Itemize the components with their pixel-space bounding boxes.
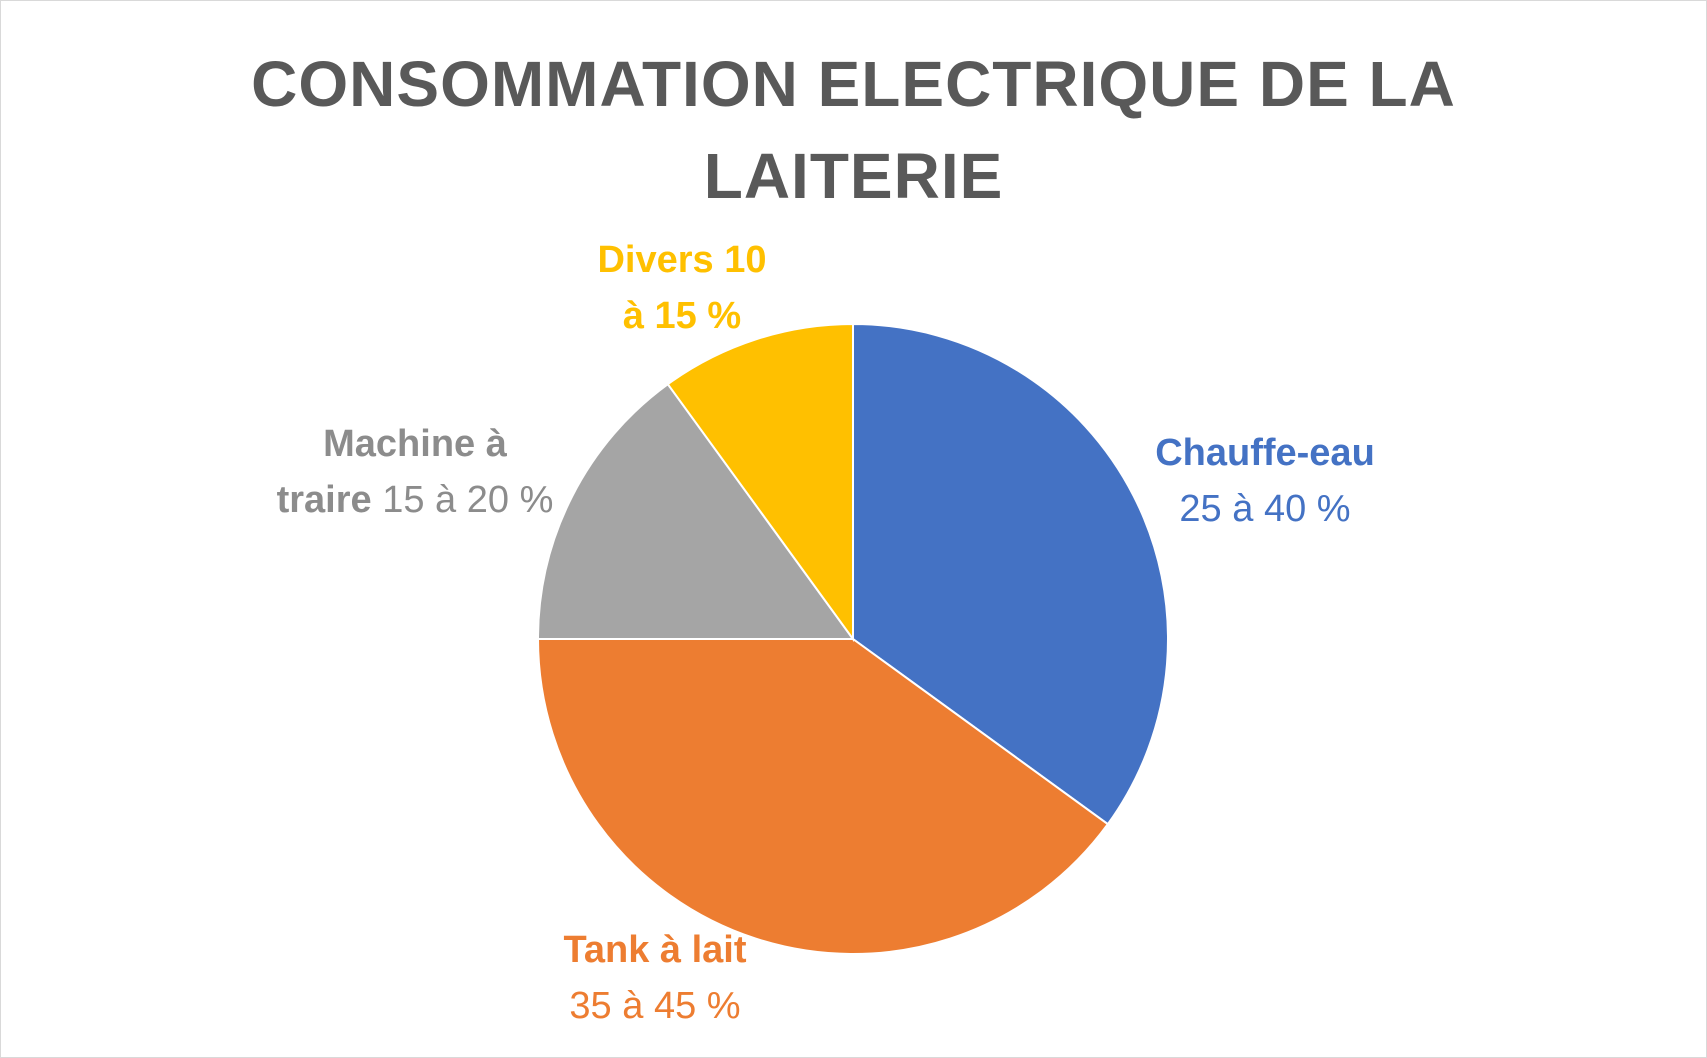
pie-slice-chauffe-eau [852, 322, 1169, 826]
pie-slice-tank-lait [536, 638, 1110, 955]
chart-title: CONSOMMATION ELECTRIQUE DE LA LAITERIE [0, 38, 1707, 222]
data-label-divers-line-1: Divers 10 [597, 239, 767, 281]
data-label-divers: Divers 10 à 15 % [552, 232, 812, 344]
data-label-tank-a-lait: Tank à lait 35 à 45 % [505, 922, 805, 1034]
data-label-machine-a-traire: Machine à traire 15 à 20 % [255, 416, 575, 528]
data-label-chauffe-eau-name: Chauffe-eau [1155, 432, 1375, 474]
data-label-machine-a-traire-line-2: traire [276, 479, 372, 521]
chart-title-line-1: CONSOMMATION ELECTRIQUE DE LA [251, 48, 1456, 120]
chart-title-line-2: LAITERIE [703, 140, 1004, 212]
data-label-tank-a-lait-range: 35 à 45 % [569, 985, 741, 1027]
data-label-divers-line-2: à 15 % [622, 295, 742, 337]
pie-slice-divers [666, 322, 854, 643]
data-label-tank-a-lait-name: Tank à lait [563, 929, 747, 971]
data-label-machine-a-traire-range: 15 à 20 % [382, 479, 554, 521]
pie-slice-machine-traire [536, 382, 855, 640]
data-label-chauffe-eau-range: 25 à 40 % [1179, 488, 1351, 530]
data-label-machine-a-traire-line-1: Machine à [323, 423, 507, 465]
data-label-chauffe-eau: Chauffe-eau 25 à 40 % [1115, 425, 1415, 537]
